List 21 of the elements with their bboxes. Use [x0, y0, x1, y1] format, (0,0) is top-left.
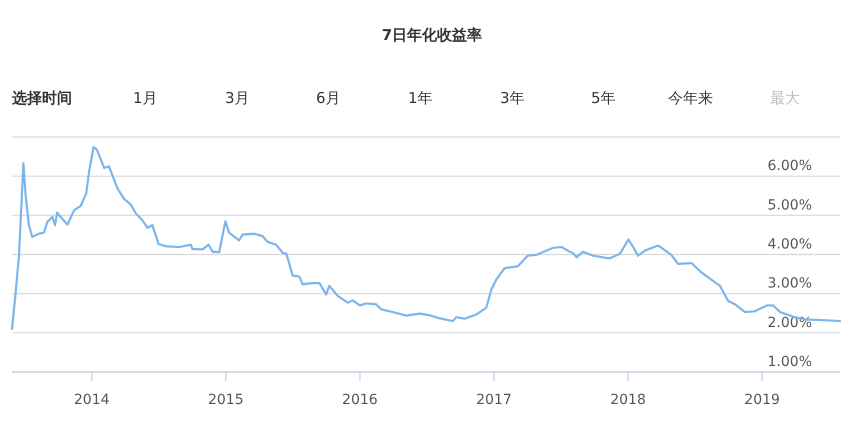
text: 选择时间 [11, 89, 72, 107]
text: 3年 [500, 89, 525, 107]
y-tick-label: 6.00% [768, 158, 812, 174]
text: 1月 [133, 89, 158, 107]
text: 最大 [770, 89, 800, 107]
x-tick-label: 2015 [208, 392, 244, 408]
chart-title: 7日年化收益率 [382, 26, 482, 44]
y-tick-label: 5.00% [768, 197, 812, 214]
text: 3月 [225, 89, 250, 107]
x-tick-label: 2016 [342, 392, 378, 408]
x-tick-label: 2014 [74, 392, 110, 408]
y-tick-label: 3.00% [768, 276, 812, 292]
x-tick-label: 2018 [610, 392, 646, 408]
text: 今年来 [668, 89, 713, 107]
text: 5年 [591, 89, 616, 107]
text: 6月 [316, 89, 341, 107]
y-tick-label: 4.00% [768, 236, 812, 252]
y-tick-label: 1.00% [768, 354, 812, 370]
x-tick-label: 2017 [476, 392, 512, 408]
text: 1年 [408, 89, 433, 107]
x-tick-label: 2019 [744, 392, 780, 408]
